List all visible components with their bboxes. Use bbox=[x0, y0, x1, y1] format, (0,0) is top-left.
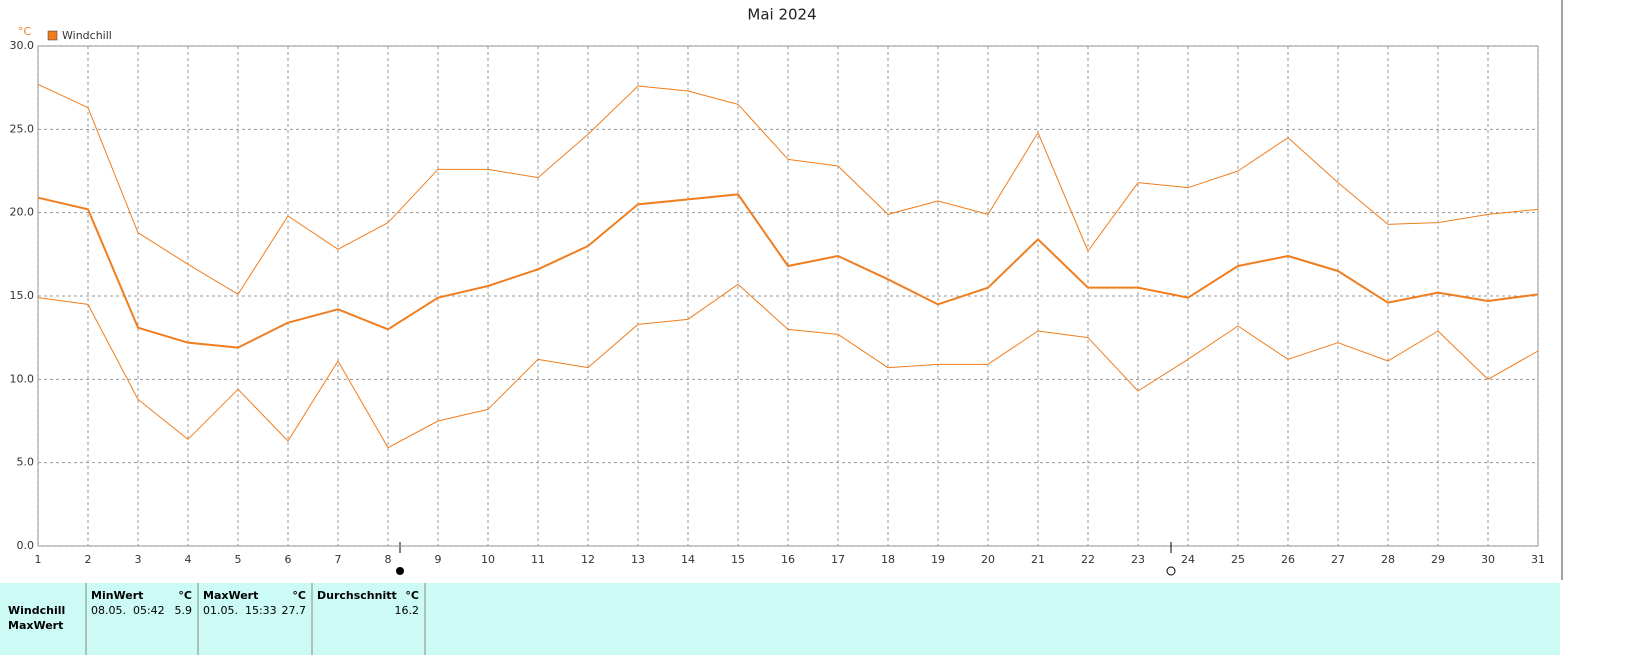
series-line bbox=[37, 193, 1539, 349]
column-unit: °C bbox=[292, 589, 306, 602]
legend-swatch bbox=[47, 30, 58, 41]
x-tick-label: 16 bbox=[781, 553, 795, 566]
column-header: Durchschnitt bbox=[317, 589, 397, 602]
x-tick-label: 31 bbox=[1531, 553, 1545, 566]
x-tick-label: 6 bbox=[285, 553, 292, 566]
x-tick-label: 21 bbox=[1031, 553, 1045, 566]
y-tick-label: 0.0 bbox=[17, 539, 35, 552]
x-tick-label: 9 bbox=[435, 553, 442, 566]
x-tick-label: 10 bbox=[481, 553, 495, 566]
new-moon-icon bbox=[396, 567, 404, 575]
x-tick-label: 23 bbox=[1131, 553, 1145, 566]
x-tick-label: 20 bbox=[981, 553, 995, 566]
x-tick-label: 1 bbox=[35, 553, 42, 566]
x-tick-label: 19 bbox=[931, 553, 945, 566]
y-tick-label: 20.0 bbox=[10, 206, 35, 219]
column-header: MinWert bbox=[91, 589, 143, 602]
x-tick-label: 27 bbox=[1331, 553, 1345, 566]
stats-panel bbox=[0, 583, 1560, 655]
x-tick-label: 25 bbox=[1231, 553, 1245, 566]
x-tick-label: 26 bbox=[1281, 553, 1295, 566]
x-tick-label: 3 bbox=[135, 553, 142, 566]
chart-title: Mai 2024 bbox=[747, 6, 816, 24]
cell-value: 16.2 bbox=[395, 604, 420, 617]
y-tick-label: 30.0 bbox=[10, 39, 35, 52]
x-tick-label: 2 bbox=[85, 553, 92, 566]
x-tick-label: 4 bbox=[185, 553, 192, 566]
full-moon-icon bbox=[1166, 566, 1176, 576]
column-unit: °C bbox=[405, 589, 419, 602]
x-tick-label: 29 bbox=[1431, 553, 1445, 566]
column-header: MaxWert bbox=[203, 589, 258, 602]
x-tick-label: 13 bbox=[631, 553, 645, 566]
x-tick-label: 24 bbox=[1181, 553, 1195, 566]
x-tick-label: 15 bbox=[731, 553, 745, 566]
series-line bbox=[37, 83, 1539, 295]
column-unit: °C bbox=[178, 589, 192, 602]
series-line bbox=[37, 283, 1539, 449]
x-tick-label: 11 bbox=[531, 553, 545, 566]
cell-value: 27.7 bbox=[282, 604, 307, 617]
row-label: MaxWert bbox=[8, 619, 63, 632]
x-tick-label: 8 bbox=[385, 553, 392, 566]
y-tick-label: 25.0 bbox=[10, 122, 35, 135]
row-label: Windchill bbox=[8, 604, 65, 617]
x-tick-label: 12 bbox=[581, 553, 595, 566]
cell-time: 01.05. 15:33 bbox=[203, 604, 277, 617]
legend-label: Windchill bbox=[62, 29, 112, 42]
stats-table: MinWert °C MaxWert °C Durchschnitt °C Windchil… bbox=[8, 583, 426, 655]
x-tick-label: 30 bbox=[1481, 553, 1495, 566]
x-tick-label: 5 bbox=[235, 553, 242, 566]
y-tick-label: 10.0 bbox=[10, 372, 35, 385]
y-unit: °C bbox=[18, 25, 32, 38]
x-tick-label: 28 bbox=[1381, 553, 1395, 566]
x-tick-label: 14 bbox=[681, 553, 695, 566]
x-tick-label: 22 bbox=[1081, 553, 1095, 566]
x-tick-label: 18 bbox=[881, 553, 895, 566]
y-tick-label: 15.0 bbox=[10, 289, 35, 302]
y-tick-label: 5.0 bbox=[17, 456, 35, 469]
x-tick-label: 17 bbox=[831, 553, 845, 566]
x-tick-label: 7 bbox=[335, 553, 342, 566]
cell-time: 08.05. 05:42 bbox=[91, 604, 165, 617]
cell-value: 5.9 bbox=[175, 604, 193, 617]
plot: 0.05.010.015.020.025.030.01 2 3 4 5 6 7 8 9 10 11 1… bbox=[10, 39, 1546, 566]
